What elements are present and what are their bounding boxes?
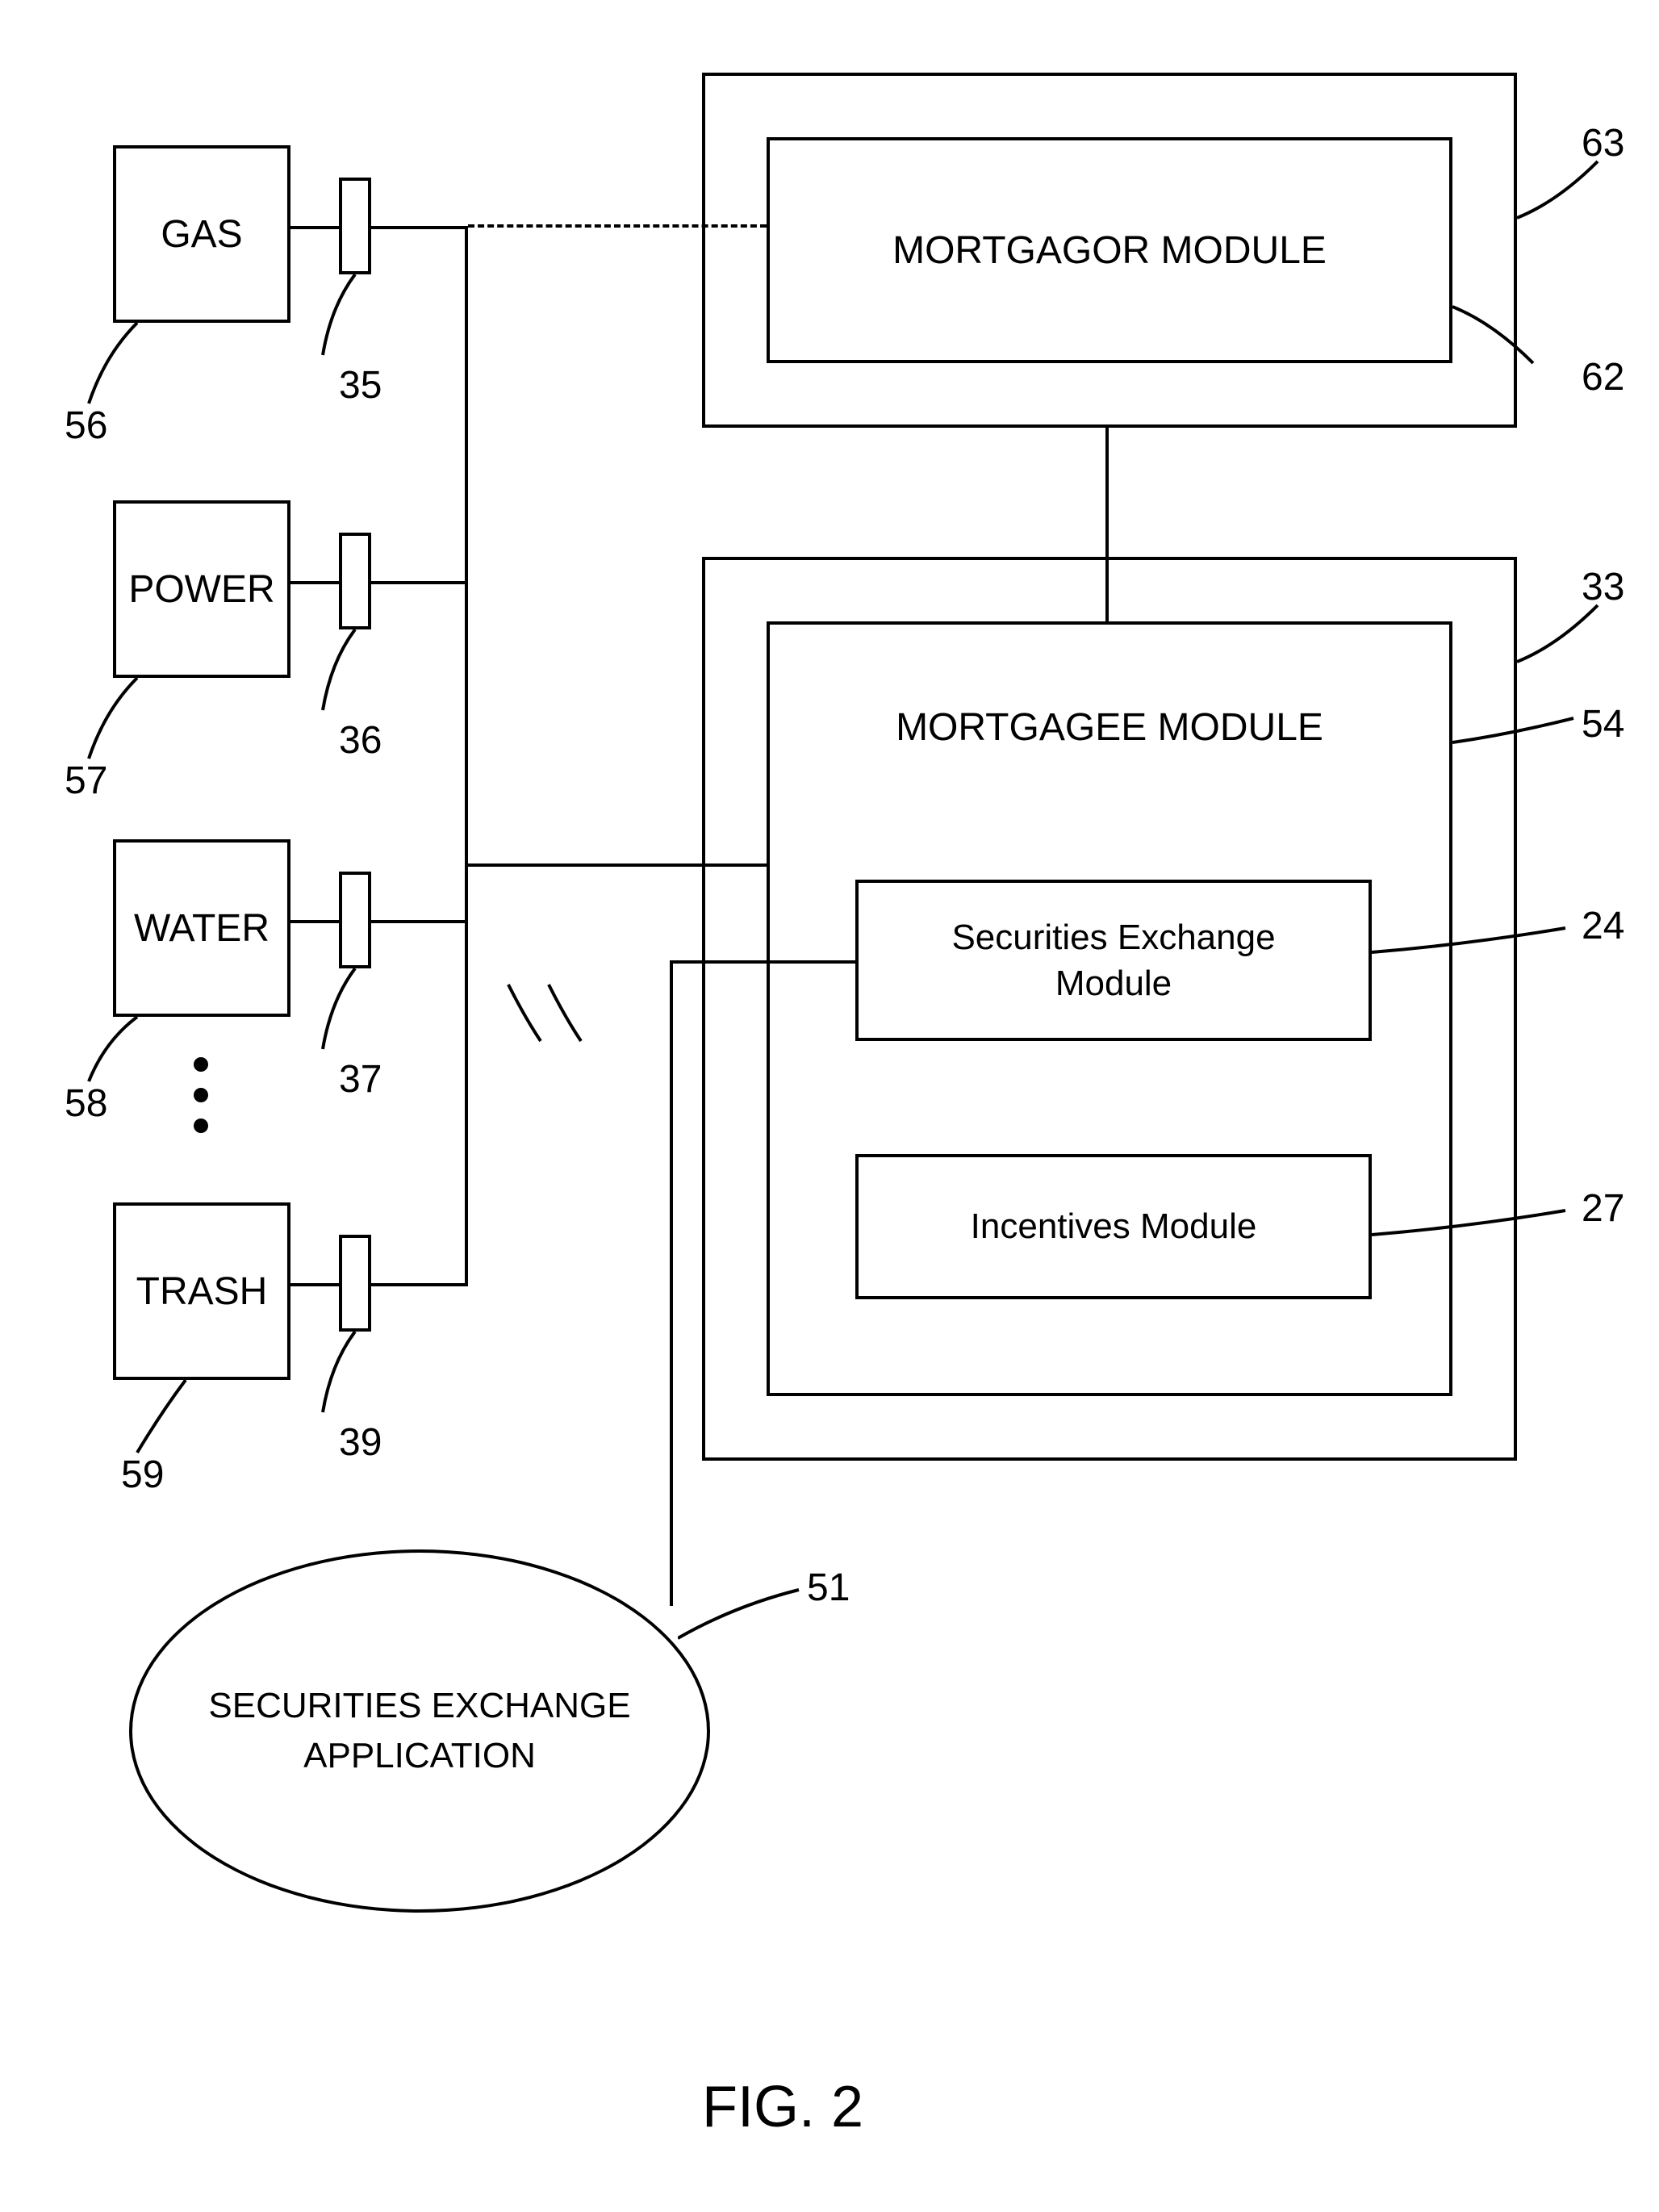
securities-exchange-app-label: SECURITIES EXCHANGE APPLICATION — [208, 1681, 630, 1780]
power-meter — [339, 533, 371, 629]
securities-exchange-app: SECURITIES EXCHANGE APPLICATION — [129, 1549, 710, 1913]
securities-exchange-module: Securities Exchange Module — [855, 880, 1372, 1041]
ref-62: 62 — [1582, 355, 1624, 399]
gas-meter — [339, 178, 371, 274]
lead-36 — [307, 629, 387, 726]
trash-label: TRASH — [136, 1269, 268, 1314]
power-box: POWER — [113, 500, 290, 678]
ref-57: 57 — [65, 759, 107, 803]
water-label: WATER — [134, 906, 270, 951]
ref-33: 33 — [1582, 565, 1624, 609]
line-trash-to-meter — [290, 1283, 339, 1286]
line-gas-dashed — [468, 224, 767, 228]
ref-39: 39 — [339, 1420, 382, 1465]
ref-27: 27 — [1582, 1186, 1624, 1231]
lead-39 — [307, 1332, 387, 1428]
power-label: POWER — [128, 567, 274, 612]
ref-56: 56 — [65, 404, 107, 448]
lead-51 — [678, 1582, 807, 1646]
line-power-to-meter — [290, 581, 339, 584]
lead-27 — [1372, 1202, 1573, 1251]
lead-62 — [1452, 299, 1549, 379]
figure-label: FIG. 2 — [702, 2074, 863, 2140]
line-secex-left — [670, 960, 855, 964]
lead-37 — [307, 968, 387, 1065]
line-bus-vertical — [465, 226, 468, 1286]
ellipsis-dots — [194, 1057, 208, 1133]
gas-box: GAS — [113, 145, 290, 323]
line-trash-meter-h — [371, 1283, 468, 1286]
ref-63: 63 — [1582, 121, 1624, 165]
line-bus-to-mortgagee — [468, 863, 767, 867]
line-gas-to-meter — [290, 226, 339, 229]
lead-35 — [307, 274, 387, 371]
securities-exchange-module-label: Securities Exchange Module — [951, 914, 1275, 1006]
mortgagor-module-label: MORTGAGOR MODULE — [892, 228, 1327, 273]
lead-24 — [1372, 920, 1573, 968]
lead-63 — [1517, 153, 1614, 234]
line-power-meter-h — [371, 581, 468, 584]
ref-54: 54 — [1582, 702, 1624, 746]
line-gas-meter-h — [371, 226, 468, 229]
incentives-module-label: Incentives Module — [971, 1206, 1257, 1247]
mortgagee-module-label: MORTGAGEE MODULE — [770, 705, 1449, 750]
gas-label: GAS — [161, 212, 242, 257]
ref-59: 59 — [121, 1453, 164, 1497]
ref-36: 36 — [339, 718, 382, 763]
ref-37: 37 — [339, 1057, 382, 1102]
ref-51: 51 — [807, 1566, 850, 1610]
line-mortgagor-to-mortgagee — [1105, 428, 1109, 557]
water-box: WATER — [113, 839, 290, 1017]
trash-meter — [339, 1235, 371, 1332]
trash-box: TRASH — [113, 1202, 290, 1380]
line-water-to-meter — [290, 920, 339, 923]
lead-33 — [1517, 597, 1614, 678]
ref-24: 24 — [1582, 904, 1624, 948]
ref-35: 35 — [339, 363, 382, 408]
mortgagor-module: MORTGAGOR MODULE — [767, 137, 1452, 363]
break-mark — [500, 976, 597, 1049]
ref-58: 58 — [65, 1081, 107, 1126]
incentives-module: Incentives Module — [855, 1154, 1372, 1299]
line-mortgagee-outer-to-inner — [1105, 557, 1109, 621]
line-secex-down — [670, 960, 673, 1606]
water-meter — [339, 872, 371, 968]
line-water-meter-h — [371, 920, 468, 923]
lead-54 — [1452, 710, 1582, 791]
